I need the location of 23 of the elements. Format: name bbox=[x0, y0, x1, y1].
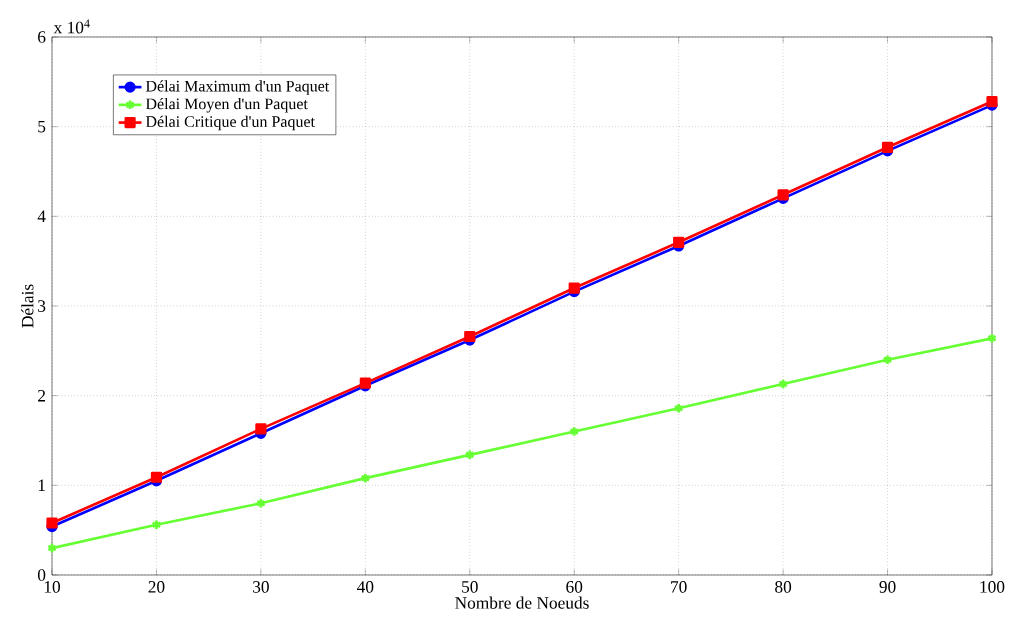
x-tick-label: 100 bbox=[980, 581, 1005, 593]
y-tick-label: 4 bbox=[37, 210, 46, 223]
y-tick-label: 2 bbox=[38, 389, 46, 402]
y-tick-label: 1 bbox=[38, 479, 45, 492]
x-tick-label: 50 bbox=[462, 581, 478, 593]
y-tick-label: 3 bbox=[38, 300, 46, 312]
y-tick-label: 5 bbox=[38, 120, 46, 133]
y-tick-label: 6 bbox=[38, 31, 46, 43]
y-tick-label: 0 bbox=[37, 569, 46, 581]
x-tick-label: 80 bbox=[775, 581, 792, 593]
legend-label: Délai Maximum d'un Paquet bbox=[145, 80, 330, 95]
legend-label: Délai Critique d'un Paquet bbox=[145, 115, 315, 131]
x-axis-title: Nombre de Noeuds bbox=[455, 596, 589, 609]
legend-label: Délai Moyen d'un Paquet bbox=[145, 97, 308, 113]
x-tick-label: 40 bbox=[357, 581, 374, 593]
x-tick-label: 60 bbox=[566, 581, 583, 593]
x-tick-label: 30 bbox=[253, 581, 269, 593]
x-tick-label: 20 bbox=[148, 581, 165, 593]
x-tick-label: 10 bbox=[44, 581, 61, 593]
x-tick-label: 70 bbox=[671, 581, 687, 593]
y-axis-title: Délais bbox=[21, 284, 34, 328]
x-tick-label: 90 bbox=[879, 581, 896, 593]
text: x 10$^{4}$ bbox=[53, 19, 90, 34]
